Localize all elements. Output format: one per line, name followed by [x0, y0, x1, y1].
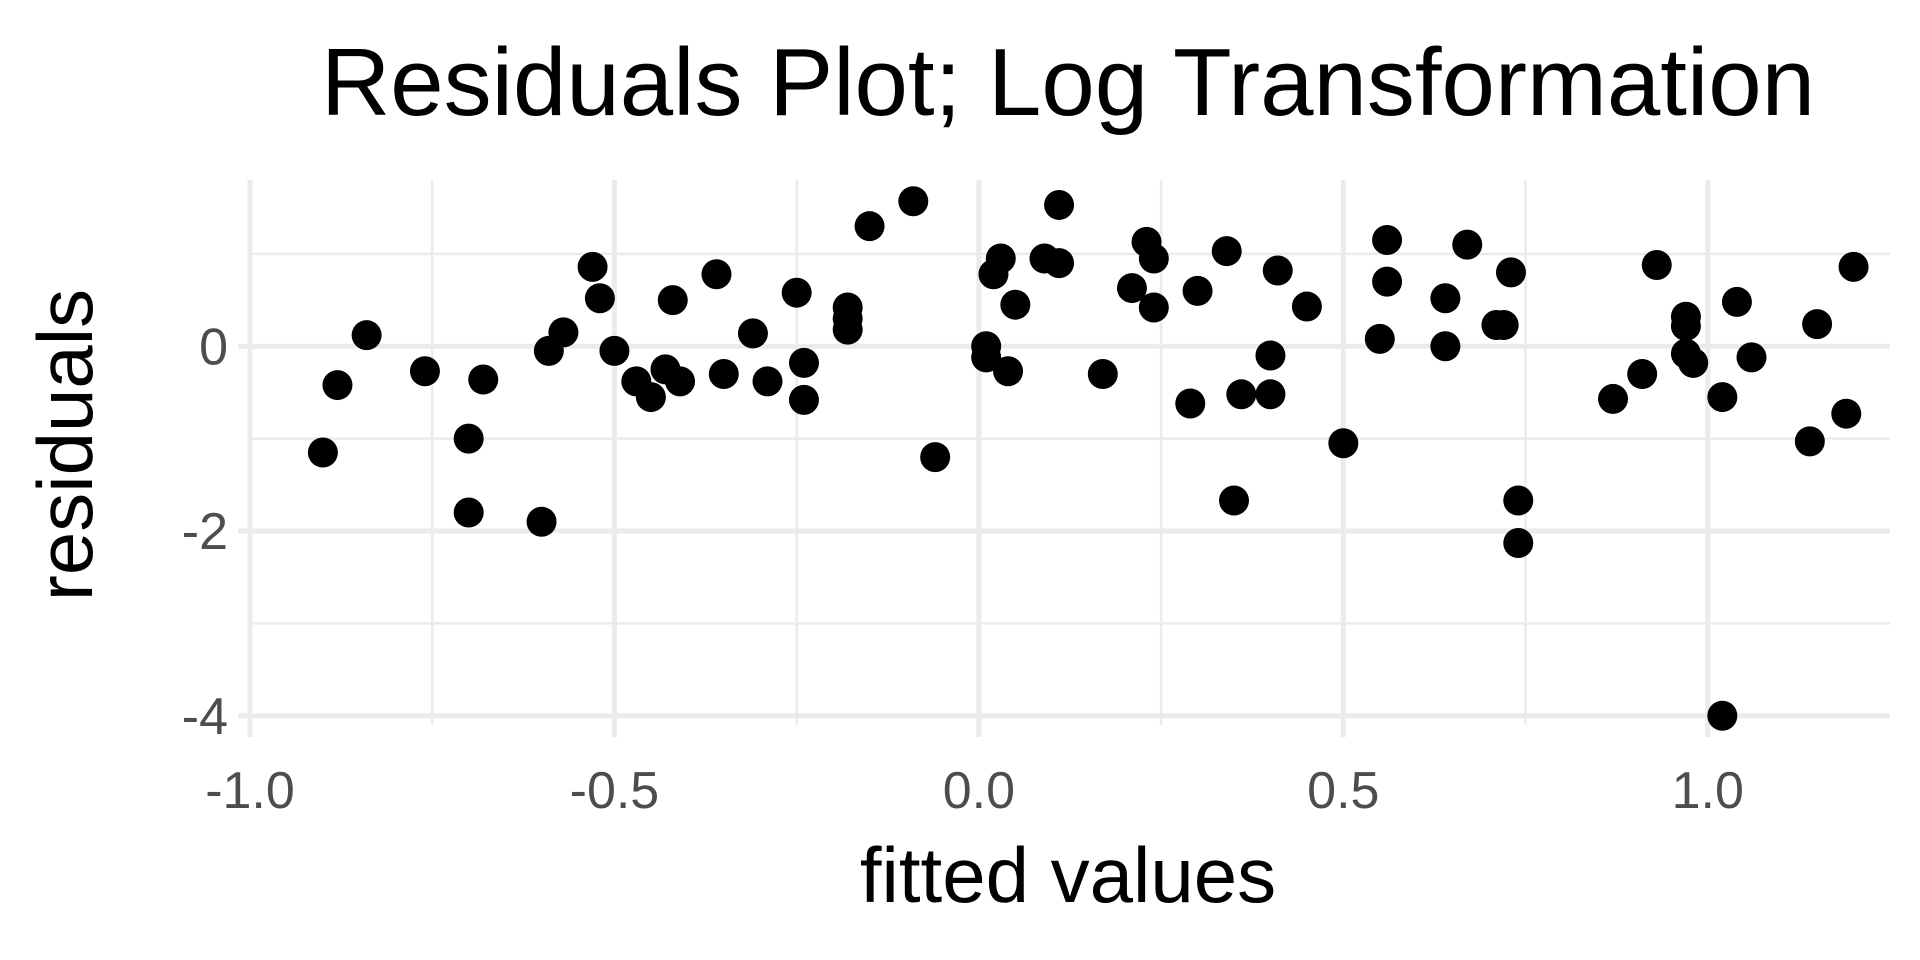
data-point: [788, 347, 819, 378]
data-point: [1087, 358, 1118, 389]
data-point: [1831, 398, 1862, 429]
data-point: [701, 259, 732, 290]
y-tick-label: -2: [182, 503, 228, 561]
data-point: [854, 211, 885, 242]
data-point: [1503, 485, 1534, 516]
data-point: [468, 364, 499, 395]
data-point: [1255, 379, 1286, 410]
chart-title: Residuals Plot; Log Transformation: [321, 29, 1815, 136]
data-point: [322, 370, 353, 401]
data-point: [1430, 331, 1461, 362]
data-point: [1138, 292, 1169, 323]
data-point: [1219, 485, 1249, 516]
data-point: [898, 186, 929, 217]
data-point: [1364, 323, 1395, 354]
data-point: [1372, 225, 1403, 256]
data-points: [307, 186, 1869, 731]
data-point: [1678, 347, 1709, 378]
data-point: [665, 366, 696, 397]
x-tick-label: -0.5: [570, 762, 660, 820]
data-point: [708, 358, 739, 389]
data-point: [1721, 286, 1752, 317]
y-tick-label: -4: [182, 688, 228, 746]
axis-ticks: [238, 343, 1711, 737]
x-tick-label: 1.0: [1672, 762, 1744, 820]
data-point: [971, 342, 1002, 373]
y-tick-labels: -4 -2 0: [182, 318, 228, 745]
data-point: [1794, 426, 1825, 457]
data-point: [1503, 528, 1534, 559]
data-point: [993, 356, 1024, 387]
data-point: [1000, 289, 1031, 320]
x-tick-label: 0.5: [1307, 762, 1379, 820]
data-point: [1598, 383, 1629, 414]
data-point: [781, 277, 812, 308]
data-point: [1707, 382, 1738, 413]
y-tick-label: 0: [199, 318, 228, 376]
data-point: [1495, 257, 1526, 288]
data-point: [1226, 379, 1257, 410]
x-tick-label: -1.0: [205, 762, 295, 820]
data-point: [1707, 700, 1738, 731]
data-point: [1838, 251, 1869, 282]
data-point: [599, 335, 630, 366]
data-point: [409, 356, 440, 387]
data-point: [307, 437, 338, 468]
data-point: [985, 243, 1016, 274]
data-point: [1670, 301, 1701, 332]
data-point: [920, 442, 951, 473]
data-point: [1175, 388, 1206, 419]
data-point: [548, 317, 579, 348]
data-point: [1488, 310, 1519, 341]
data-point: [1291, 291, 1322, 322]
data-point: [657, 285, 688, 316]
data-point: [453, 423, 484, 454]
x-tick-label: 0.0: [943, 762, 1015, 820]
data-point: [1116, 273, 1147, 304]
data-point: [1452, 229, 1483, 260]
data-point: [832, 314, 863, 345]
data-point: [1182, 275, 1213, 306]
x-tick-labels: -1.0 -0.5 0.0 0.5 1.0: [205, 762, 1744, 820]
data-point: [1262, 255, 1293, 286]
data-point: [577, 251, 608, 282]
data-point: [1372, 266, 1403, 297]
data-point: [1736, 342, 1767, 373]
x-axis-title: fitted values: [860, 831, 1276, 919]
data-point: [1641, 249, 1672, 280]
data-point: [1627, 358, 1658, 389]
data-point: [1044, 248, 1075, 279]
data-point: [1211, 236, 1242, 267]
grid: [247, 180, 1890, 725]
data-point: [1255, 340, 1286, 371]
y-axis-title: residuals: [21, 289, 109, 601]
data-point: [453, 497, 484, 528]
data-point: [1802, 309, 1833, 340]
data-point: [1328, 428, 1359, 459]
data-point: [752, 366, 783, 397]
data-point: [351, 320, 382, 351]
data-point: [1138, 243, 1169, 274]
data-point: [737, 318, 768, 349]
data-point: [1430, 283, 1461, 314]
data-point: [788, 384, 819, 415]
data-point: [1044, 189, 1075, 220]
data-point: [635, 382, 666, 413]
data-point: [526, 506, 557, 537]
data-point: [584, 283, 615, 314]
